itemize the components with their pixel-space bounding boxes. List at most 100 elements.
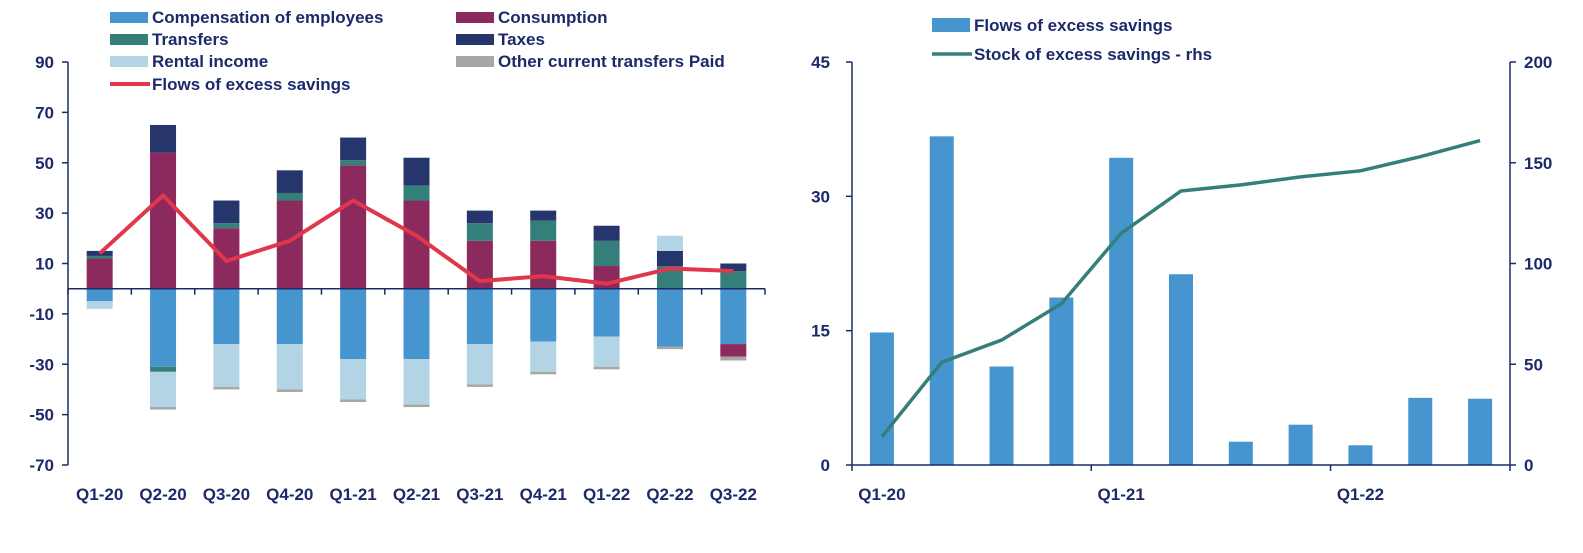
bar-segment bbox=[86, 258, 113, 289]
bar-segment bbox=[150, 366, 177, 372]
bar-segment bbox=[593, 288, 620, 337]
bar-segment bbox=[720, 288, 747, 345]
x-tick-label: Q4-21 bbox=[520, 485, 567, 504]
y2-tick-label: 0 bbox=[1524, 456, 1533, 475]
bar-segment bbox=[720, 263, 747, 272]
x-tick-label: Q3-20 bbox=[203, 485, 250, 504]
legend-label: Taxes bbox=[498, 30, 545, 49]
x-tick-label: Q2-20 bbox=[139, 485, 186, 504]
bar-flows-of-excess-savings bbox=[1109, 157, 1134, 465]
x-tick-label: Q1-20 bbox=[76, 485, 123, 504]
bar-segment bbox=[656, 250, 683, 267]
bar-segment bbox=[403, 200, 430, 289]
bar-segment bbox=[656, 346, 683, 350]
bar-segment bbox=[656, 235, 683, 251]
y-tick-label: 30 bbox=[811, 187, 830, 206]
bar-segment bbox=[86, 255, 113, 259]
legend-label: Rental income bbox=[152, 52, 268, 71]
legend-swatch bbox=[456, 34, 494, 45]
bar-segment bbox=[403, 404, 430, 408]
y-tick-label: -70 bbox=[29, 456, 54, 475]
bar-segment bbox=[530, 210, 557, 221]
bar-segment bbox=[656, 288, 683, 347]
bar-segment bbox=[340, 137, 367, 161]
bar-segment bbox=[213, 288, 240, 345]
line-stock-of-excess-savings bbox=[880, 138, 1481, 438]
y-tick-label: -10 bbox=[29, 305, 54, 324]
bar-segment bbox=[276, 192, 303, 201]
legend-label: Other current transfers Paid bbox=[498, 52, 725, 71]
bar-segment bbox=[340, 165, 367, 289]
bar-segment bbox=[213, 223, 240, 229]
bar-segment bbox=[530, 341, 557, 372]
bar-segment bbox=[403, 288, 430, 360]
bar-segment bbox=[466, 344, 493, 385]
legend-swatch bbox=[110, 12, 148, 23]
y-tick-label: 70 bbox=[35, 103, 54, 122]
legend-swatch bbox=[932, 18, 970, 32]
legend-swatch bbox=[110, 56, 148, 67]
x-tick-label: Q2-22 bbox=[646, 485, 693, 504]
bar-segment bbox=[276, 288, 303, 345]
bar-segment bbox=[466, 384, 493, 387]
bar-segment bbox=[276, 344, 303, 390]
bar-segment bbox=[466, 288, 493, 345]
y2-tick-label: 150 bbox=[1524, 154, 1552, 173]
bar-flows-of-excess-savings bbox=[1468, 398, 1493, 465]
x-tick-label: Q3-22 bbox=[710, 485, 757, 504]
bar-segment bbox=[403, 185, 430, 201]
x-tick-label: Q3-21 bbox=[456, 485, 503, 504]
bar-segment bbox=[276, 389, 303, 392]
bar-segment bbox=[213, 344, 240, 387]
x-tick-label: Q1-21 bbox=[330, 485, 377, 504]
bar-flows-of-excess-savings bbox=[1288, 424, 1313, 465]
bar-segment bbox=[276, 170, 303, 193]
legend-label: Consumption bbox=[498, 8, 608, 27]
bar-segment bbox=[530, 371, 557, 375]
x-tick-label: Q4-20 bbox=[266, 485, 313, 504]
legend-label: Compensation of employees bbox=[152, 8, 383, 27]
x-tick-label: Q1-21 bbox=[1098, 485, 1145, 504]
bar-segment bbox=[86, 301, 113, 309]
y2-tick-label: 100 bbox=[1524, 255, 1552, 274]
y2-tick-label: 50 bbox=[1524, 355, 1543, 374]
y-tick-label: 90 bbox=[35, 53, 54, 72]
legend-label: Stock of excess savings - rhs bbox=[974, 45, 1212, 64]
y-tick-label: 15 bbox=[811, 322, 830, 341]
bar-flows-of-excess-savings bbox=[989, 366, 1014, 465]
bar-segment bbox=[593, 366, 620, 370]
bar-segment bbox=[150, 124, 177, 153]
bar-segment bbox=[466, 223, 493, 241]
bar-segment bbox=[593, 336, 620, 367]
bar-segment bbox=[466, 210, 493, 224]
x-tick-label: Q1-22 bbox=[583, 485, 630, 504]
x-tick-label: Q2-21 bbox=[393, 485, 440, 504]
bar-segment bbox=[340, 399, 367, 403]
bar-segment bbox=[213, 200, 240, 224]
bar-flows-of-excess-savings bbox=[869, 332, 894, 465]
y-tick-label: 10 bbox=[35, 255, 54, 274]
bar-flows-of-excess-savings bbox=[1228, 441, 1253, 465]
y-tick-label: 50 bbox=[35, 154, 54, 173]
y-tick-label: -30 bbox=[29, 355, 54, 374]
bar-segment bbox=[593, 225, 620, 241]
bar-segment bbox=[530, 240, 557, 289]
y-tick-label: 30 bbox=[35, 204, 54, 223]
legend-swatch bbox=[110, 34, 148, 45]
legend-swatch bbox=[456, 12, 494, 23]
bar-segment bbox=[720, 271, 747, 289]
bar-flows-of-excess-savings bbox=[1408, 397, 1433, 465]
y-tick-label: 0 bbox=[821, 456, 830, 475]
bar-segment bbox=[150, 288, 177, 367]
bar-segment bbox=[213, 386, 240, 390]
bar-segment bbox=[340, 288, 367, 360]
y2-tick-label: 200 bbox=[1524, 53, 1552, 72]
bar-segment bbox=[530, 288, 557, 342]
bar-flows-of-excess-savings bbox=[1049, 297, 1074, 465]
bar-flows-of-excess-savings bbox=[1169, 274, 1193, 465]
line-flows-of-excess-savings bbox=[98, 193, 734, 286]
bar-flows-of-excess-savings bbox=[929, 136, 954, 465]
y-tick-label: -50 bbox=[29, 406, 54, 425]
bar-segment bbox=[720, 344, 747, 357]
x-tick-label: Q1-22 bbox=[1337, 485, 1384, 504]
